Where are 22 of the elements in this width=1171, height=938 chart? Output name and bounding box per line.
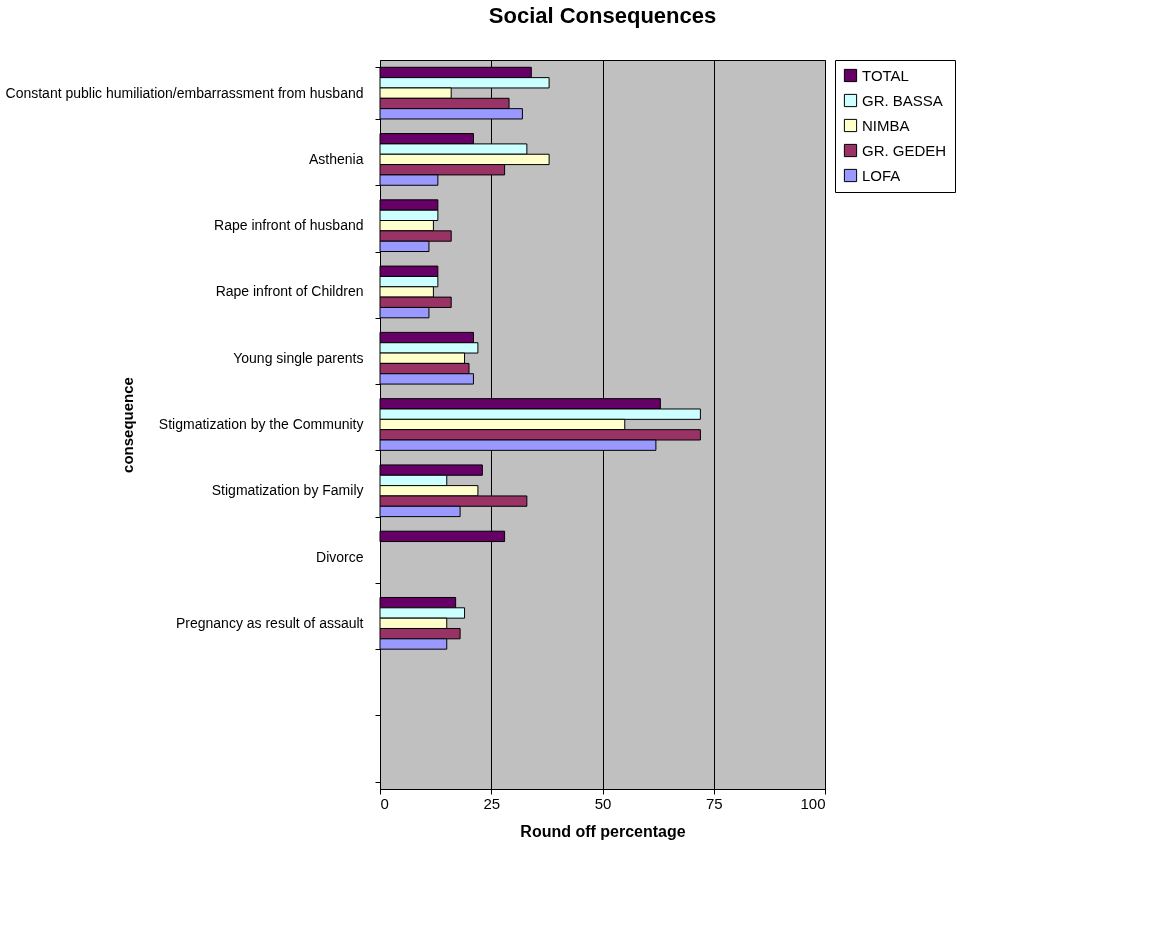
y-axis-title: consequence <box>118 377 136 473</box>
x-tick-label: 0 <box>380 794 389 812</box>
legend-label: GR. GEDEH <box>862 141 947 159</box>
legend-label: GR. BASSA <box>862 91 943 109</box>
x-tick-label: 50 <box>594 794 612 812</box>
x-axis-title: Round off percentage <box>520 822 686 840</box>
y-tick-label: Stigmatization by the Community <box>158 416 364 432</box>
y-tick-label: Constant public humiliation/embarrassment from husband <box>5 84 364 101</box>
y-tick-label: Stigmatization by Family <box>211 482 364 499</box>
y-tick-label: Divorce <box>316 548 364 565</box>
x-tick-label: 100 <box>800 794 826 812</box>
y-tick-label: Rape infront of husband <box>214 217 364 234</box>
x-tick-label: 75 <box>705 794 723 812</box>
chart-title: Social Consequences <box>488 3 717 28</box>
x-tick-label: 25 <box>483 794 501 812</box>
legend-label: LOFA <box>862 166 901 184</box>
legend-label: NIMBA <box>862 116 910 134</box>
y-tick-label: Rape infront of Children <box>215 283 364 300</box>
y-tick-label: Young single parents <box>233 349 364 366</box>
y-tick-label: Asthenia <box>309 150 364 167</box>
y-tick-label: Pregnancy as result of assault <box>175 614 364 631</box>
legend-label: TOTAL <box>862 66 909 84</box>
